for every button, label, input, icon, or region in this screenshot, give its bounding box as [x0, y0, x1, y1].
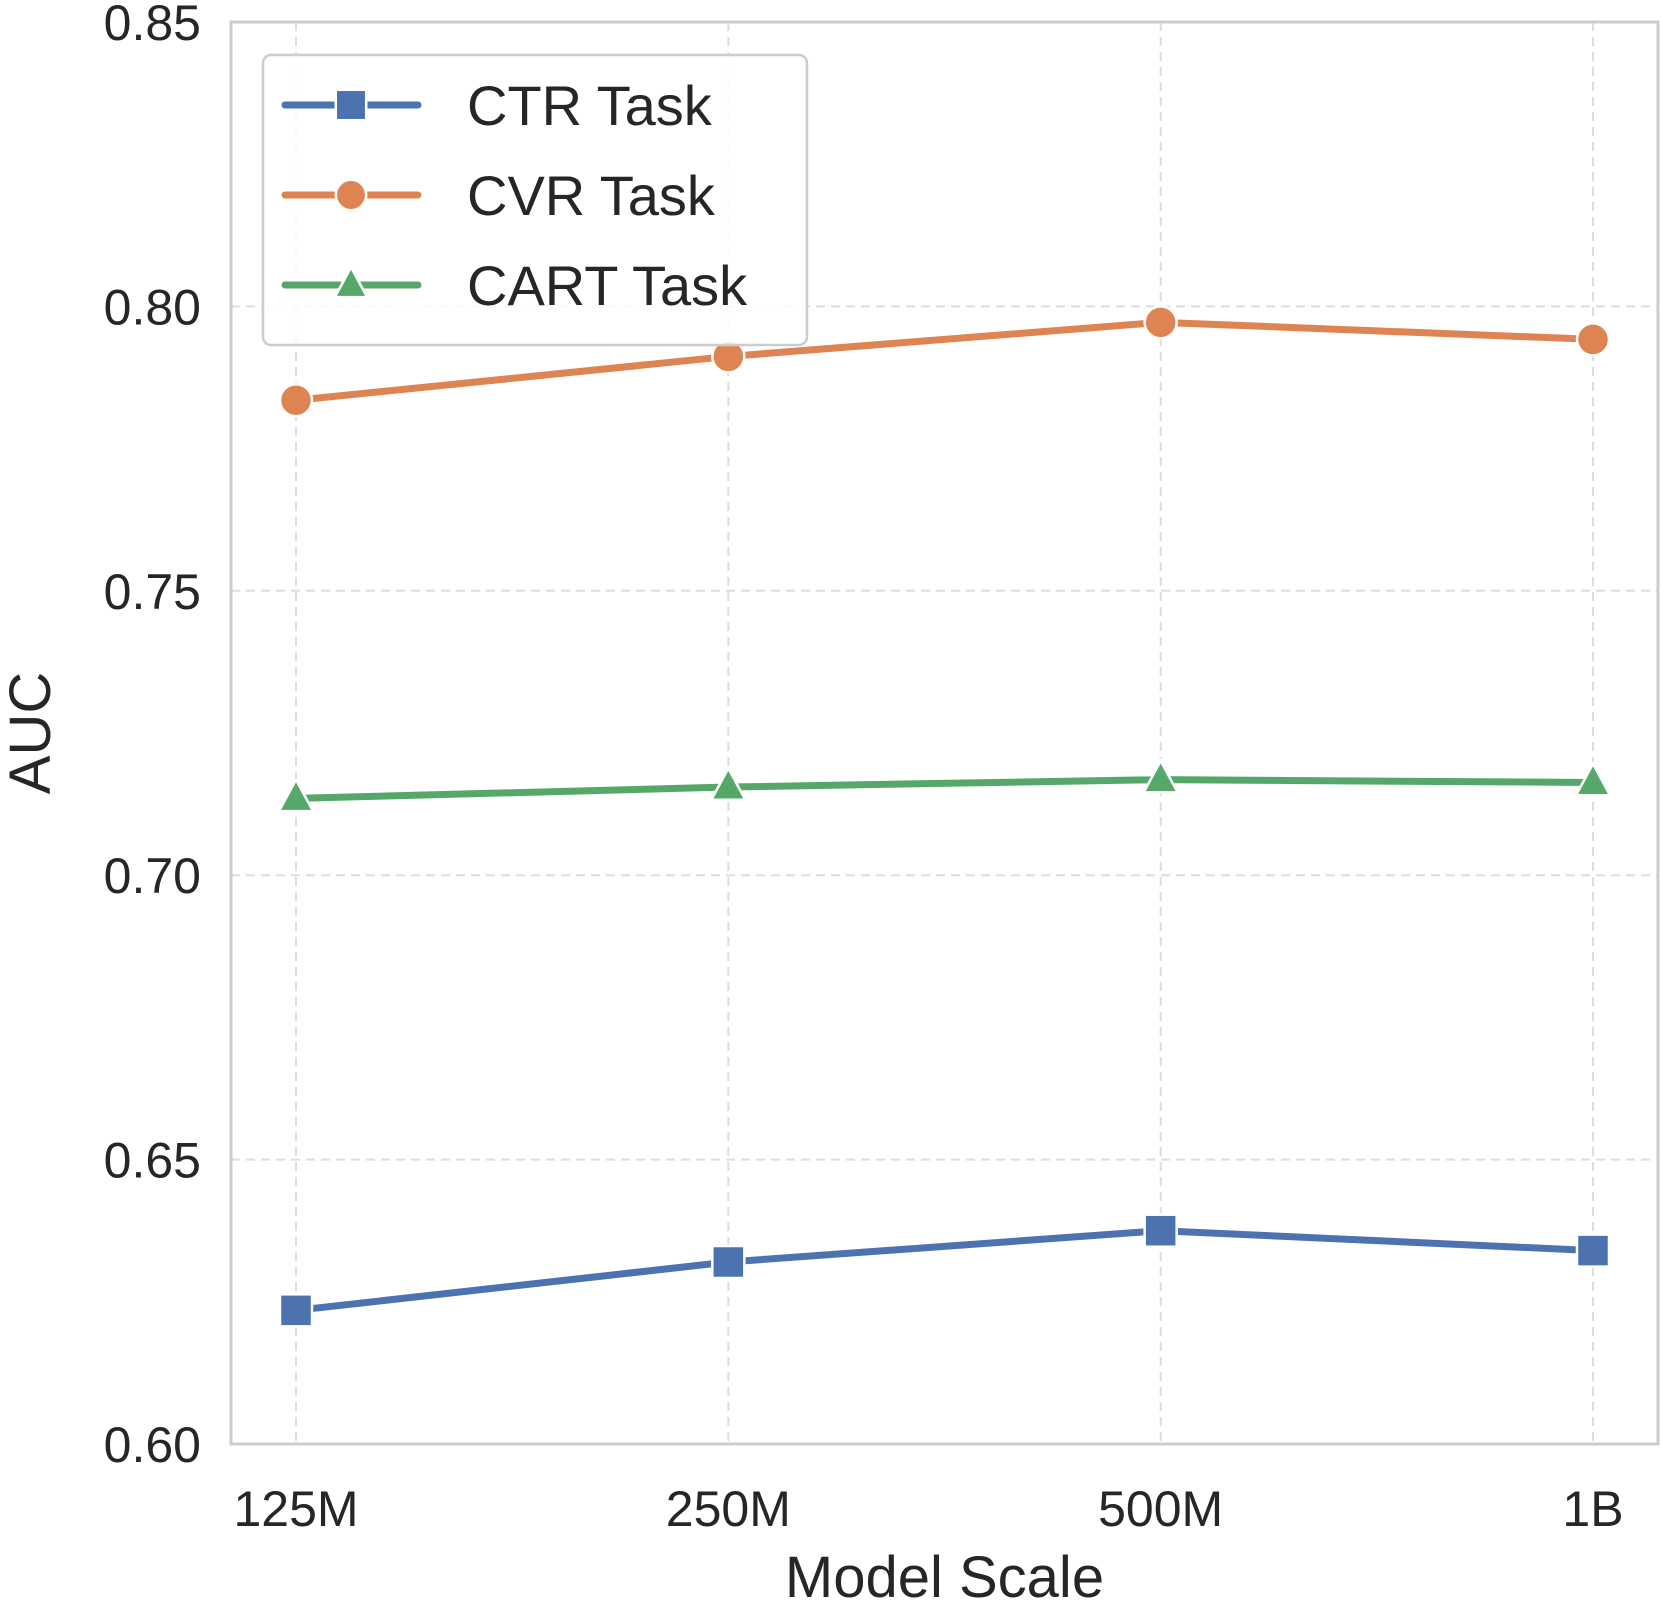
- x-tick-label: 500M: [1098, 1481, 1223, 1537]
- data-point-triangle: [1573, 761, 1613, 797]
- series-ctr-task: [278, 1213, 1611, 1328]
- data-point-circle: [278, 383, 314, 418]
- legend-item: CTR Task: [281, 74, 713, 137]
- x-tick-label: 1B: [1562, 1481, 1623, 1537]
- data-point-square: [278, 1293, 314, 1328]
- x-tick-label: 125M: [233, 1481, 358, 1537]
- x-tick-label: 250M: [666, 1481, 791, 1537]
- legend: CTR Task CVR Task CART Task: [261, 53, 809, 347]
- data-point-triangle: [276, 777, 316, 813]
- y-tick-label: 0.85: [104, 0, 201, 51]
- y-tick-label: 0.65: [104, 1133, 201, 1189]
- x-tick-labels: 125M 250M 500M 1B: [233, 1481, 1623, 1537]
- data-point-circle: [1575, 322, 1611, 357]
- y-axis-label: AUC: [0, 672, 63, 794]
- data-point-square: [711, 1244, 746, 1280]
- grid-lines: [231, 21, 1658, 1445]
- data-point-triangle: [709, 765, 748, 802]
- series-layer: [276, 305, 1613, 1328]
- y-tick-label: 0.70: [104, 848, 201, 904]
- legend-label: CVR Task: [467, 164, 716, 227]
- legend-label: CTR Task: [467, 74, 713, 137]
- data-point-square: [1143, 1213, 1178, 1248]
- y-tick-label: 0.80: [104, 279, 201, 335]
- y-tick-label: 0.60: [104, 1417, 201, 1473]
- series-line: [292, 1227, 1597, 1314]
- data-point-triangle: [1141, 758, 1180, 794]
- data-point-circle: [1143, 305, 1178, 340]
- legend-box: [261, 53, 809, 347]
- series-line: [292, 318, 1597, 404]
- plot-frame: [229, 20, 1660, 1446]
- y-tick-label: 0.75: [104, 564, 201, 620]
- legend-item: CART Task: [281, 254, 748, 317]
- data-point-square: [334, 88, 368, 122]
- legend-item: CVR Task: [281, 164, 716, 227]
- series-line: [292, 776, 1597, 802]
- series-cvr-task: [278, 305, 1611, 418]
- data-point-square: [1575, 1233, 1611, 1268]
- series-cart-task: [276, 758, 1613, 813]
- y-tick-labels: 0.60 0.65 0.70 0.75 0.80 0.85: [104, 0, 201, 1473]
- legend-label: CART Task: [467, 254, 748, 317]
- x-axis-label: Model Scale: [785, 1545, 1104, 1610]
- data-point-triangle: [332, 264, 370, 299]
- data-point-circle: [334, 178, 368, 212]
